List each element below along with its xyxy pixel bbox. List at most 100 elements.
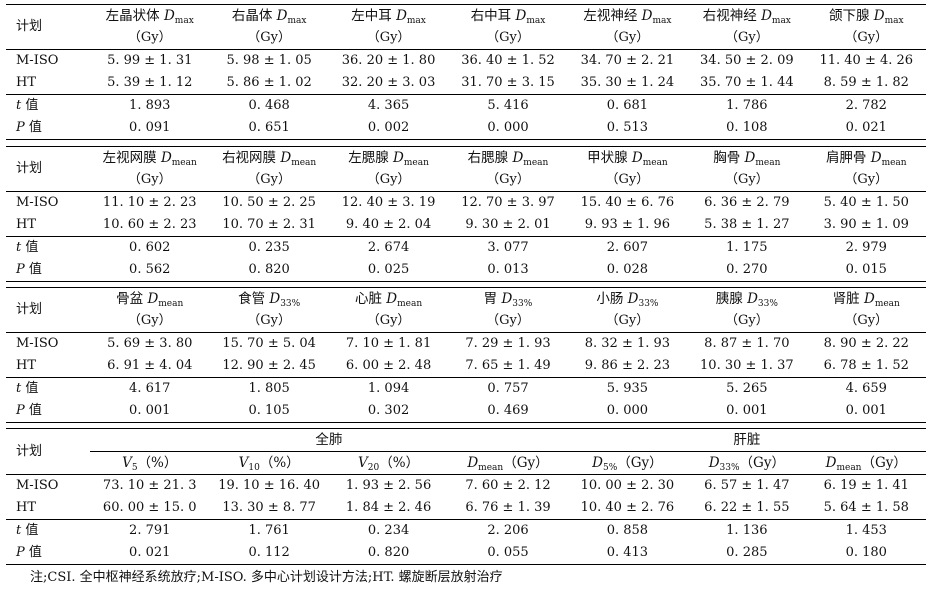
- t-value: 2. 979: [806, 236, 926, 259]
- t-value: 1. 805: [209, 377, 329, 400]
- ht-value: 6. 91 ± 4. 04: [107, 358, 193, 373]
- column-unit: （Gy）: [127, 30, 172, 45]
- column-unit: （Gy）: [366, 313, 411, 328]
- ht-value: 10. 70 ± 2. 31: [222, 217, 316, 232]
- column-header: D33%（Gy）: [708, 455, 785, 473]
- t-value: 3. 077: [448, 236, 568, 259]
- column-header: 肩胛骨 Dmean: [806, 146, 926, 169]
- p-value: 0. 000: [567, 400, 688, 423]
- m-iso-row-label: M-ISO: [6, 474, 91, 497]
- m-iso-value: 6. 19 ± 1. 41: [806, 474, 926, 497]
- column-header: 右晶体 Dmax: [209, 4, 329, 27]
- group-header: 全肺: [90, 428, 568, 452]
- column-header: V20（%）: [358, 455, 420, 473]
- ht-value: 6. 22 ± 1. 55: [704, 500, 790, 515]
- p-value: 0. 413: [567, 542, 688, 565]
- column-unit: （Gy）: [605, 313, 650, 328]
- column-unit: （Gy）: [844, 30, 889, 45]
- m-iso-value: 15. 70 ± 5. 04: [209, 332, 329, 355]
- p-value: 0. 105: [209, 400, 329, 423]
- m-iso-value: 11. 10 ± 2. 23: [90, 191, 210, 214]
- t-value: 1. 094: [328, 377, 449, 400]
- ht-value: 9. 86 ± 2. 23: [584, 358, 671, 373]
- ht-value: 6. 76 ± 1. 39: [465, 500, 551, 515]
- m-iso-value: 1. 93 ± 2. 56: [328, 474, 449, 497]
- column-unit: （Gy）: [486, 30, 530, 45]
- ht-value: 7. 65 ± 1. 49: [465, 358, 551, 373]
- p-value: 0. 091: [90, 117, 210, 140]
- m-iso-value: 11. 40 ± 4. 26: [806, 49, 926, 72]
- column-header: 小肠 D33%: [567, 287, 688, 310]
- column-unit: （Gy）: [127, 313, 172, 328]
- column-unit: （Gy）: [724, 30, 769, 45]
- t-value: 1. 893: [90, 94, 210, 117]
- t-value: 0. 234: [328, 519, 449, 542]
- ht-value: 5. 38 ± 1. 27: [704, 217, 790, 232]
- column-unit: （Gy）: [247, 313, 292, 328]
- m-iso-value: 15. 40 ± 6. 76: [567, 191, 688, 214]
- ht-value: 12. 90 ± 2. 45: [222, 358, 316, 373]
- column-header: 胃 D33%: [448, 287, 568, 310]
- t-value: 2. 206: [448, 519, 568, 542]
- ht-value: 35. 30 ± 1. 24: [580, 75, 675, 90]
- column-unit: （Gy）: [127, 172, 172, 187]
- column-header: 右中耳 Dmax: [448, 4, 568, 27]
- p-value: 0. 112: [209, 542, 329, 565]
- plan-header: 计划: [6, 428, 91, 475]
- ht-value: 9. 30 ± 2. 01: [465, 217, 551, 232]
- table-block-3: 计划 骨盆 Dmean 食管 D33% 心脏 Dmean 胃 D33% 小肠 D33% 胰腺…: [6, 287, 926, 423]
- ht-value: 5. 86 ± 1. 02: [226, 75, 312, 90]
- p-value: 0. 820: [209, 259, 329, 282]
- p-value: 0. 001: [687, 400, 807, 423]
- column-header: 左晶状体 Dmax: [90, 4, 210, 27]
- ht-value: 13. 30 ± 8. 77: [222, 500, 316, 515]
- ht-value: 5. 64 ± 1. 58: [823, 500, 909, 515]
- column-header: 右腮腺 Dmean: [448, 146, 568, 169]
- m-iso-value: 6. 36 ± 2. 79: [687, 191, 807, 214]
- column-header: Dmean（Gy）: [467, 455, 549, 473]
- m-iso-value: 6. 57 ± 1. 47: [687, 474, 807, 497]
- p-value: 0. 001: [806, 400, 926, 423]
- m-iso-value: 12. 70 ± 3. 97: [448, 191, 568, 214]
- plan-header: 计划: [6, 146, 91, 192]
- p-value: 0. 001: [90, 400, 210, 423]
- m-iso-value: 8. 87 ± 1. 70: [687, 332, 807, 355]
- column-unit: （Gy）: [486, 313, 530, 328]
- m-iso-row-label: M-ISO: [6, 191, 91, 214]
- ht-value: 8. 59 ± 1. 82: [823, 75, 909, 90]
- p-value: 0. 021: [90, 542, 210, 565]
- ht-value: 1. 84 ± 2. 46: [345, 500, 432, 515]
- p-value: 0. 000: [448, 117, 568, 140]
- ht-value: 6. 00 ± 2. 48: [345, 358, 432, 373]
- table-block-1: 计划 左晶状体 Dmax 右晶体 Dmax 左中耳 Dmax 右中耳 Dmax 左视神经 …: [6, 4, 926, 140]
- m-iso-value: 34. 50 ± 2. 09: [687, 49, 807, 72]
- m-iso-value: 5. 98 ± 1. 05: [209, 49, 329, 72]
- column-unit: （Gy）: [605, 30, 650, 45]
- p-value: 0. 180: [806, 542, 926, 565]
- p-value: 0. 651: [209, 117, 329, 140]
- column-header: 左视网膜 Dmean: [90, 146, 210, 169]
- t-value: 0. 235: [209, 236, 329, 259]
- m-iso-value: 34. 70 ± 2. 21: [567, 49, 688, 72]
- p-value: 0. 108: [687, 117, 807, 140]
- m-iso-value: 36. 40 ± 1. 52: [448, 49, 568, 72]
- t-value: 2. 674: [328, 236, 449, 259]
- ht-value: 10. 30 ± 1. 37: [700, 358, 794, 373]
- t-value: 5. 935: [567, 377, 688, 400]
- t-value-row-label: t 值: [6, 377, 91, 400]
- column-unit: （Gy）: [247, 30, 292, 45]
- ht-value: 9. 93 ± 1. 96: [584, 217, 671, 232]
- ht-value: 35. 70 ± 1. 44: [700, 75, 794, 90]
- m-iso-value: 7. 60 ± 2. 12: [448, 474, 568, 497]
- column-header: 右视网膜 Dmean: [209, 146, 329, 169]
- column-unit: （Gy）: [844, 313, 889, 328]
- p-value: 0. 002: [328, 117, 449, 140]
- t-value: 4. 365: [328, 94, 449, 117]
- m-iso-row-label: M-ISO: [6, 332, 91, 355]
- column-unit: （Gy）: [366, 30, 411, 45]
- column-header: D5%（Gy）: [592, 455, 663, 473]
- table-block-4: 计划 全肺 肝脏 V5（%） V10（%） V20（%） Dmean（Gy） D5%（Gy） D…: [6, 428, 926, 565]
- m-iso-value: 5. 69 ± 3. 80: [90, 332, 210, 355]
- m-iso-value: 36. 20 ± 1. 80: [328, 49, 449, 72]
- column-header: 右视神经 Dmax: [687, 4, 807, 27]
